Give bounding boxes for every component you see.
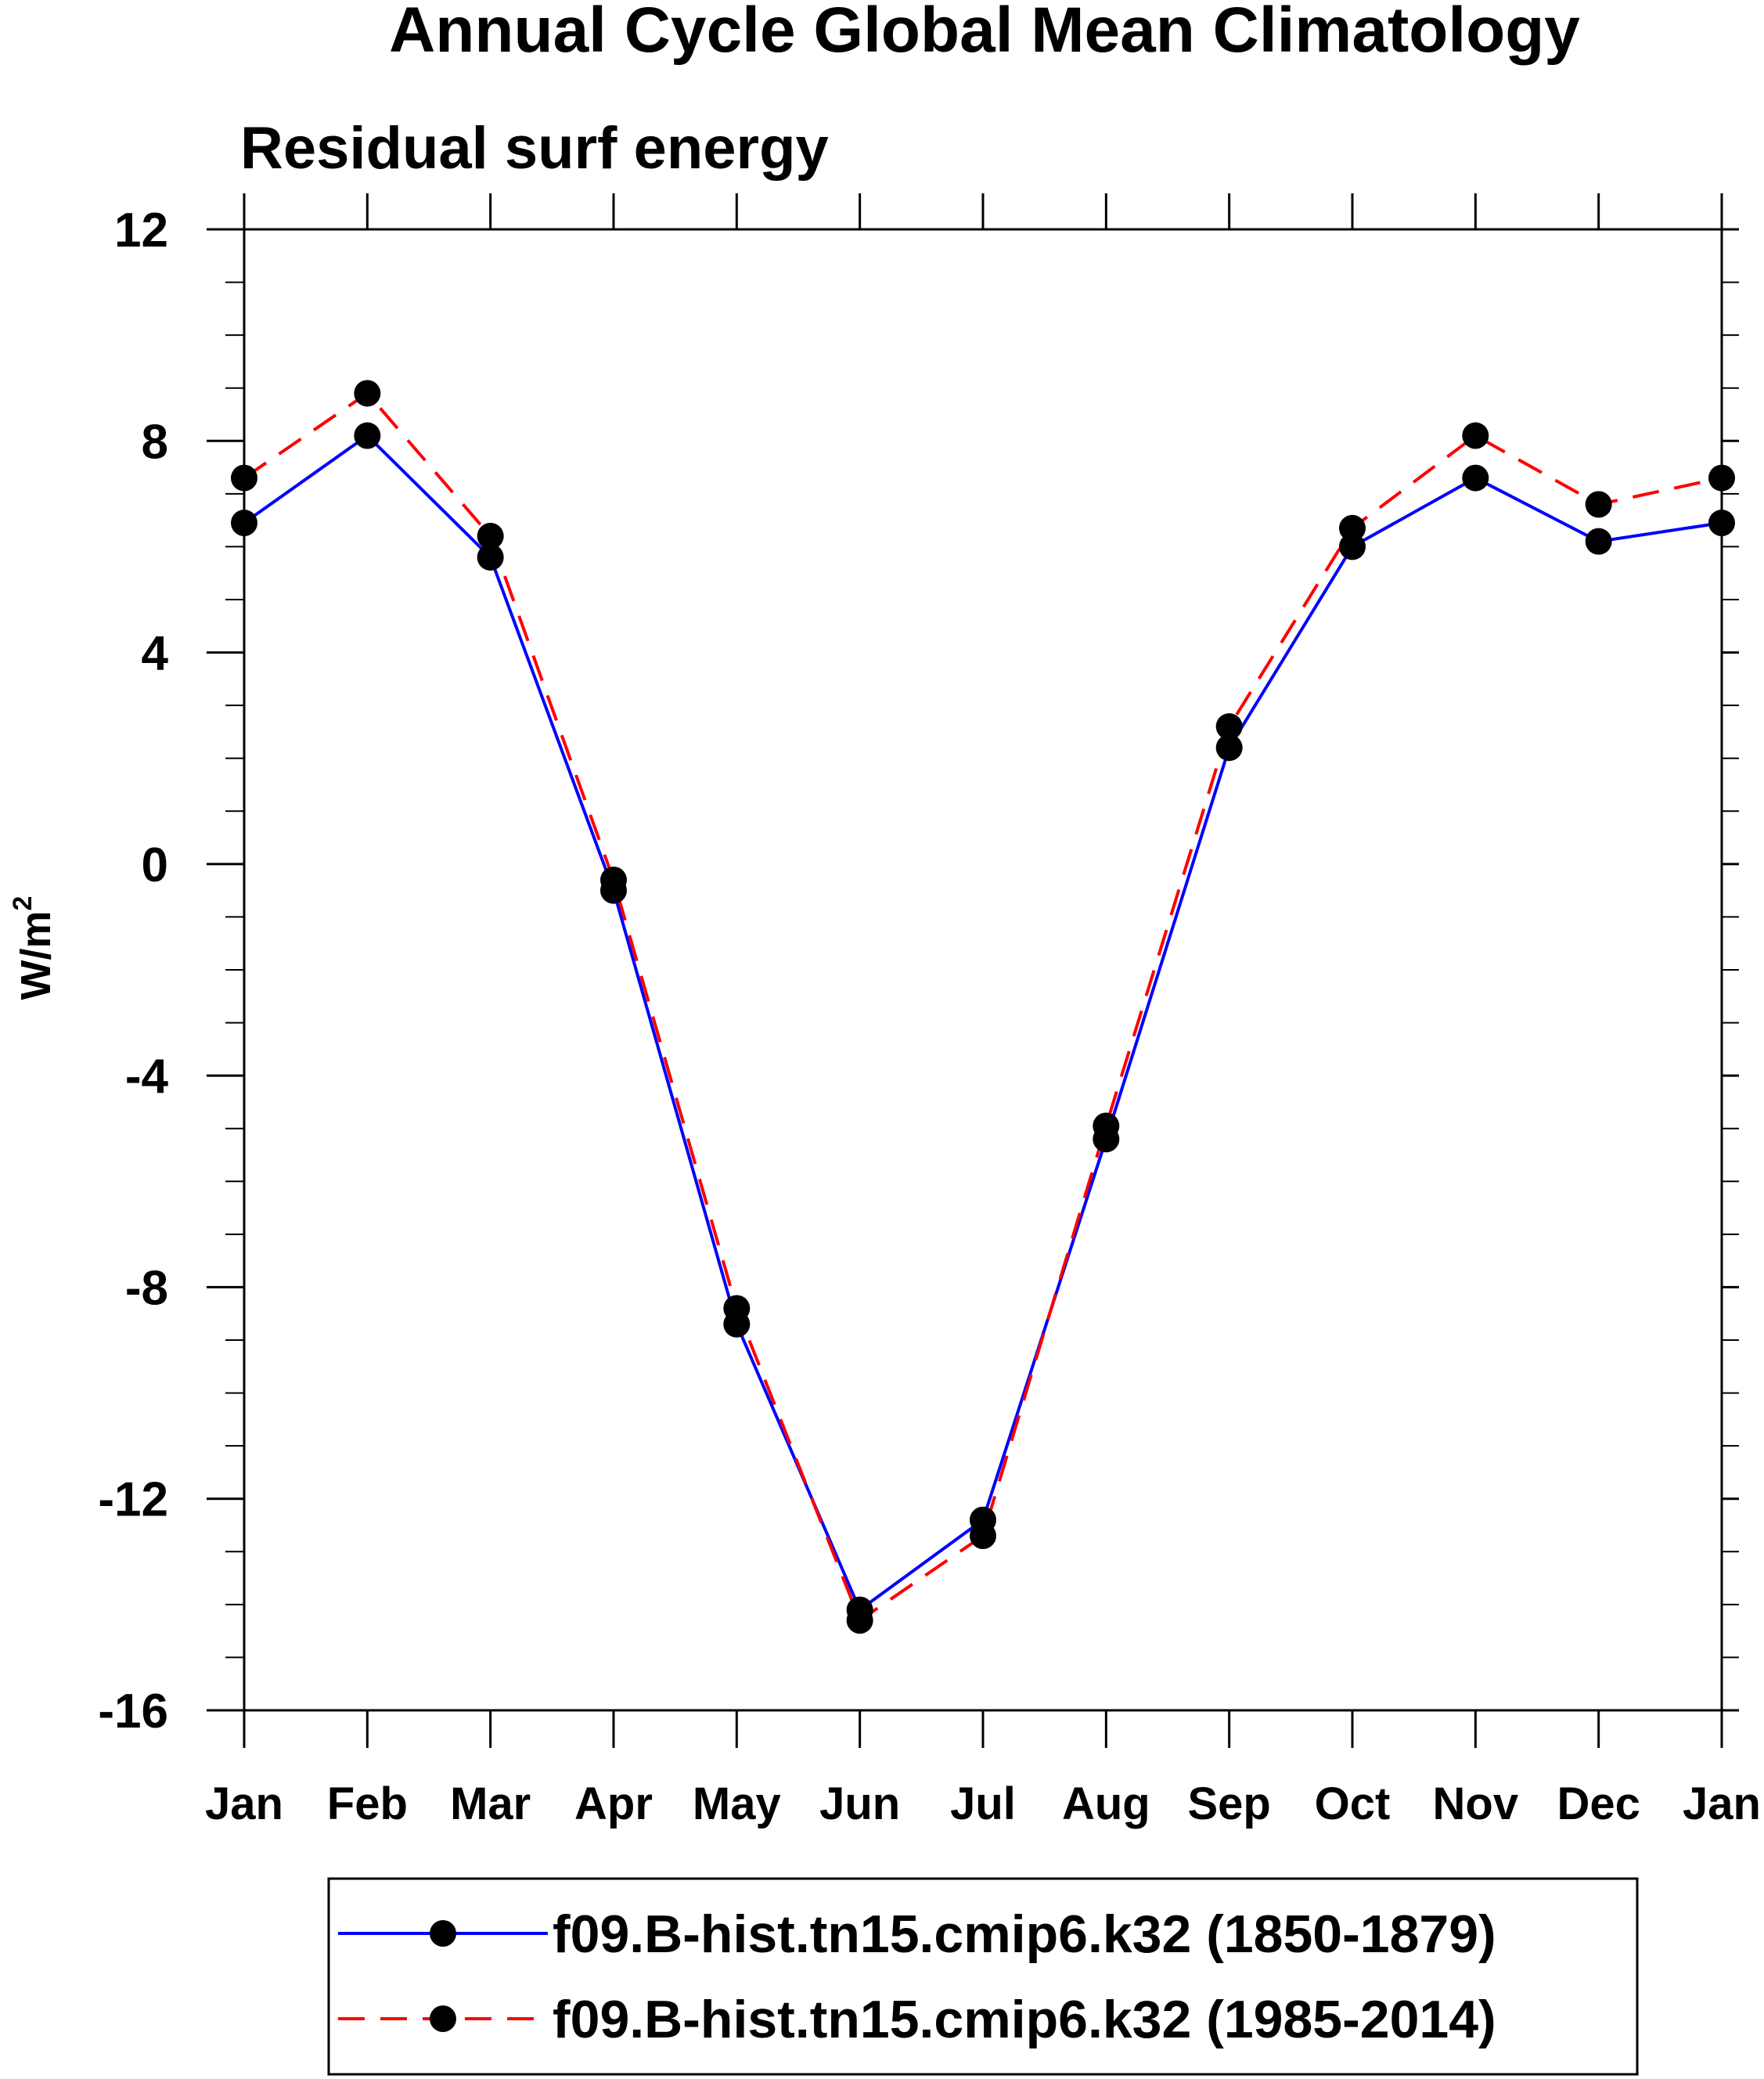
series-1-point [354, 422, 381, 449]
series-line-1 [243, 433, 1723, 1612]
y-axis-label-superscript: 2 [8, 896, 38, 911]
series-1-point [231, 510, 257, 537]
series-2-point [846, 1607, 873, 1634]
y-tick-label: -16 [98, 1684, 168, 1739]
x-tick-label: Apr [574, 1778, 653, 1829]
legend-label-2: f09.B-hist.tn15.cmip6.k32 (1985-2014) [553, 1990, 1496, 2049]
y-tick-label: 12 [114, 204, 168, 258]
x-tick-label: Mar [450, 1778, 531, 1829]
y-tick-label: 4 [142, 627, 169, 681]
series-2-point [477, 522, 504, 549]
series-1-point [1215, 734, 1243, 762]
series-2-point [970, 1522, 996, 1550]
chart-subtitle: Residual surf energy [240, 115, 829, 182]
y-axis-label: W/m2 [8, 896, 59, 1000]
legend-items: f09.B-hist.tn15.cmip6.k32 (1850-1879) f09… [338, 1904, 1496, 2049]
y-tick-label: 8 [142, 415, 168, 469]
x-tick-label: Aug [1062, 1778, 1150, 1829]
legend-label-1: f09.B-hist.tn15.cmip6.k32 (1850-1879) [553, 1904, 1496, 1964]
y-axis-label-text: W/m [13, 910, 59, 1000]
x-tick-label: Feb [327, 1778, 408, 1829]
series-2-point [1093, 1112, 1120, 1140]
series-1-point [477, 543, 504, 571]
plot-series [231, 380, 1735, 1634]
x-tick-label: May [693, 1778, 781, 1829]
series-1-point [1708, 510, 1735, 537]
series-2-point [1215, 713, 1243, 740]
legend-marker-2 [430, 2005, 456, 2032]
series-1-point [1462, 464, 1489, 492]
plot-axes: -16 -12 -8 -4 0 4 8 12 Jan Feb Mar Apr May Jun Jul Aug S… [98, 193, 1761, 1829]
series-2-point [231, 464, 257, 492]
x-tick-label: Jan [1683, 1778, 1761, 1829]
y-tick-label: 0 [142, 838, 168, 892]
series-2-point [1708, 464, 1735, 492]
y-tick-label: -8 [125, 1261, 168, 1315]
series-2-point [1339, 514, 1366, 542]
series-1-point [1585, 528, 1612, 555]
series-2-point [723, 1295, 751, 1322]
x-tick-label: Jan [205, 1778, 283, 1829]
x-tick-label: Dec [1557, 1778, 1640, 1829]
x-tick-label: Sep [1187, 1778, 1270, 1829]
series-2-point [1585, 491, 1612, 518]
chart-title: Annual Cycle Global Mean Climatology [389, 0, 1580, 66]
x-tick-label: Nov [1433, 1778, 1519, 1829]
svg-text:W/m2: W/m2 [8, 896, 59, 1000]
legend-marker-1 [430, 1920, 456, 1947]
y-tick-label: -12 [98, 1473, 168, 1527]
plot-frame [243, 228, 1723, 1712]
x-tick-label: Jul [950, 1778, 1016, 1829]
legend-box [327, 1877, 1639, 2076]
series-2-point [600, 867, 627, 894]
x-tick-label: Oct [1315, 1778, 1391, 1829]
series-1-point [1339, 533, 1366, 560]
legend: f09.B-hist.tn15.cmip6.k32 (1850-1879) f09… [327, 1877, 1639, 2076]
series-line-2 [243, 391, 1723, 1623]
y-tick-label: -4 [125, 1050, 169, 1104]
series-2-point [1462, 422, 1489, 449]
x-tick-label: Jun [819, 1778, 900, 1829]
series-2-point [354, 380, 381, 407]
